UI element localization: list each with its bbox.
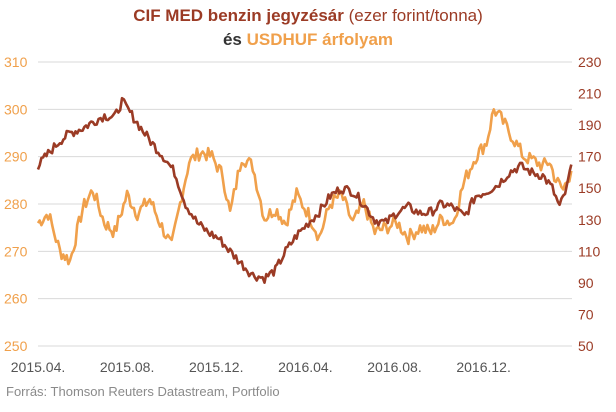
- y-right-tick-label: 110: [578, 243, 601, 259]
- y-right-tick-label: 70: [578, 306, 594, 322]
- y-left-tick-label: 260: [4, 291, 28, 307]
- y-right-tick-label: 90: [578, 275, 594, 291]
- y-left-tick-label: 310: [4, 54, 28, 70]
- x-tick-label: 2015.04.: [11, 359, 66, 375]
- y-right-tick-label: 210: [578, 86, 602, 102]
- y-right-tick-label: 170: [578, 149, 602, 165]
- x-tick-label: 2015.08.: [100, 359, 155, 375]
- title-benzin: CIF MED benzin jegyzésár: [133, 6, 344, 25]
- title-and: és: [222, 30, 242, 49]
- x-tick-label: 2016.12.: [456, 359, 511, 375]
- y-left-tick-label: 300: [4, 101, 28, 117]
- y-right-tick-label: 130: [578, 212, 602, 228]
- series-line-left: [36, 108, 573, 266]
- y-right-tick-label: 150: [578, 180, 602, 196]
- title-unit: (ezer forint/tonna): [348, 6, 483, 25]
- source-note: Forrás: Thomson Reuters Datastream, Port…: [6, 384, 280, 399]
- title-usdhuf: USDHUF árfolyam: [246, 30, 394, 49]
- series-line-right: [36, 96, 573, 284]
- x-tick-label: 2015.12.: [189, 359, 244, 375]
- x-tick-label: 2016.04.: [278, 359, 333, 375]
- y-right-tick-label: 190: [578, 117, 602, 133]
- y-left-tick-label: 280: [4, 196, 28, 212]
- y-right-tick-label: 50: [578, 338, 594, 354]
- y-left-tick-label: 250: [4, 338, 28, 354]
- chart-title-line1: CIF MED benzin jegyzésár (ezer forint/to…: [0, 6, 616, 26]
- y-right-tick-label: 230: [578, 54, 602, 70]
- chart-title-line2: és USDHUF árfolyam: [0, 30, 616, 50]
- x-tick-label: 2016.08.: [367, 359, 422, 375]
- y-left-tick-label: 290: [4, 149, 28, 165]
- y-left-tick-label: 270: [4, 243, 28, 259]
